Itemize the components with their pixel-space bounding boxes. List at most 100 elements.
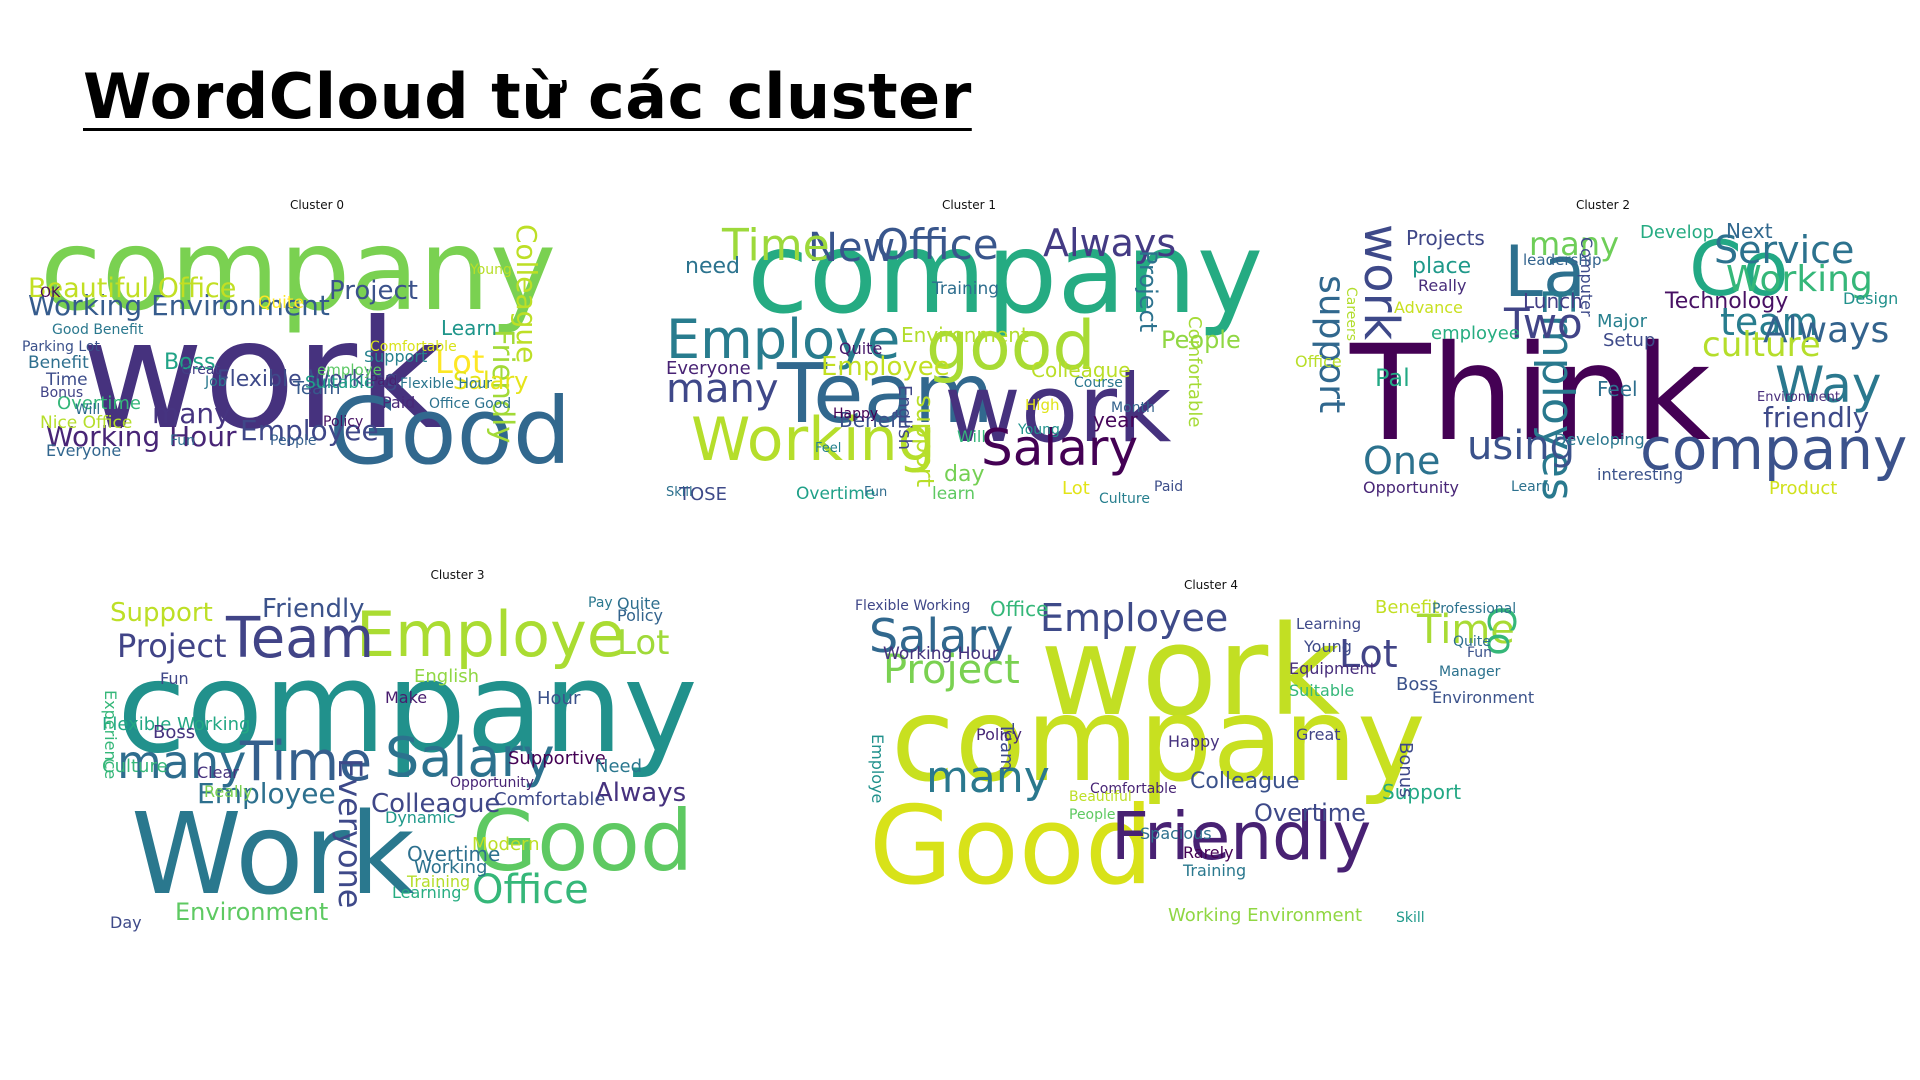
cloud-word: Always bbox=[1043, 221, 1177, 265]
cloud-word: Month bbox=[1111, 400, 1155, 416]
cloud-word: Quite bbox=[617, 594, 661, 613]
cloud-word: Employee bbox=[1040, 596, 1229, 640]
cloud-word: Employe bbox=[356, 598, 625, 671]
cluster-title: Cluster 0 bbox=[289, 198, 345, 212]
cloud-word: Office bbox=[472, 867, 589, 913]
cloud-word: place bbox=[1412, 254, 1472, 279]
cloud-word: Overtime bbox=[796, 484, 876, 504]
cloud-word: Lot bbox=[1339, 632, 1398, 676]
cloud-word: Computer bbox=[1577, 237, 1596, 317]
cloud-word: year bbox=[1093, 408, 1138, 432]
cloud-word: Projects bbox=[1406, 226, 1485, 250]
cloud-word: culture bbox=[1702, 325, 1821, 365]
wordcloud-panel-3: Cluster 3 company Work Good Employe Team Time S… bbox=[95, 568, 820, 960]
cloud-word: Happy bbox=[833, 406, 879, 422]
cloud-word: Support bbox=[364, 347, 428, 366]
cloud-word: Project bbox=[1134, 250, 1162, 333]
cloud-word: Benefit bbox=[839, 408, 911, 432]
cloud-word: Will bbox=[957, 427, 986, 446]
cloud-word: Manager bbox=[1439, 664, 1501, 680]
cloud-word: Colleague bbox=[1031, 358, 1131, 382]
cloud-word: Environment bbox=[1432, 688, 1535, 707]
cloud-word: Office Good bbox=[429, 396, 512, 412]
cloud-word: New bbox=[808, 225, 896, 271]
cloud-word: friendly bbox=[1763, 401, 1870, 434]
cloud-word: Good Benefit bbox=[52, 322, 144, 338]
cloud-word: support bbox=[911, 395, 939, 488]
cloud-word: Next bbox=[1726, 219, 1773, 243]
cloud-word: Working Hour bbox=[883, 644, 999, 664]
wordcloud-panel-1: Cluster 1 company Team work Working Employe go… bbox=[660, 198, 1278, 530]
cloud-word: People bbox=[1069, 807, 1116, 823]
cloud-word: Boss bbox=[164, 350, 216, 375]
cloud-word: Working bbox=[1726, 259, 1873, 300]
cloud-word: Course bbox=[1074, 375, 1123, 391]
cloud-word: Time bbox=[46, 370, 88, 390]
cloud-word: Support bbox=[1382, 780, 1462, 804]
cloud-word: Think bbox=[1350, 317, 1712, 471]
cloud-word: Flexible Hour bbox=[400, 376, 493, 392]
cloud-word: company bbox=[891, 673, 1426, 808]
cloud-word: many bbox=[666, 366, 779, 412]
cloud-word: Feel bbox=[1597, 377, 1638, 401]
cloud-word: Setup bbox=[1603, 330, 1656, 351]
cloud-word: Will bbox=[75, 402, 101, 418]
cloud-word: Salary bbox=[869, 609, 1014, 663]
cloud-word: Suitable bbox=[305, 373, 375, 393]
cloud-word: Learning bbox=[392, 883, 462, 902]
cloud-word: Friendly bbox=[262, 594, 365, 624]
cluster-title: Cluster 3 bbox=[430, 568, 485, 582]
cloud-word: Technology bbox=[1665, 289, 1789, 314]
cloud-word: Fun bbox=[160, 669, 189, 688]
cloud-word: Colleague bbox=[371, 789, 501, 819]
cloud-word: Paid bbox=[1154, 479, 1184, 495]
cloud-word: Comfortable bbox=[1090, 781, 1177, 797]
cloud-word: Comfortable bbox=[494, 789, 606, 810]
cloud-word: Benefit bbox=[28, 353, 89, 373]
cloud-word: Culture bbox=[102, 756, 168, 777]
cloud-word: Lot bbox=[435, 343, 485, 381]
cloud-word: learn bbox=[932, 484, 976, 504]
cloud-word: Careers bbox=[1343, 287, 1359, 342]
cloud-word: Always bbox=[595, 778, 687, 808]
cloud-word: Salary bbox=[453, 367, 529, 395]
cloud-word: Colleague bbox=[1190, 769, 1300, 794]
cloud-word: team bbox=[1720, 300, 1819, 344]
cloud-word: Pay bbox=[588, 595, 613, 611]
cloud-word: Develop bbox=[1640, 222, 1715, 243]
cloud-word: Learn bbox=[441, 316, 497, 340]
cloud-word: Equipment bbox=[1289, 659, 1376, 678]
cloud-word: Happy bbox=[1168, 732, 1220, 751]
cloud-word: Overtime bbox=[1254, 799, 1366, 827]
wordcloud-panel-2: Cluster 2 Think company La Co Service Working W… bbox=[1295, 198, 1911, 530]
cloud-word: Employee bbox=[197, 777, 336, 810]
cloud-word: Spacious bbox=[1140, 824, 1212, 843]
cloud-word: Comfortable bbox=[1184, 316, 1205, 428]
cloud-word: Really bbox=[1418, 276, 1467, 295]
cloud-word: Project bbox=[883, 647, 1020, 693]
cloud-word: La bbox=[1504, 231, 1586, 313]
cloud-word: Flexible Working bbox=[855, 598, 971, 614]
cloud-word: Employee bbox=[821, 352, 950, 382]
cloud-word: Culture bbox=[1099, 491, 1150, 507]
cloud-word: Parking Lot bbox=[22, 339, 100, 355]
cloud-word: Everyone bbox=[331, 758, 369, 909]
cloud-word: English bbox=[414, 666, 479, 687]
cloud-word: Need bbox=[595, 756, 643, 777]
cloud-word: Employee bbox=[240, 414, 379, 447]
cloud-word: Modern bbox=[472, 834, 540, 855]
cloud-word: Salary bbox=[385, 726, 555, 789]
cloud-word: People bbox=[270, 433, 317, 449]
wordcloud-panel-4: Cluster 4 work company Good Friendly Salary Em… bbox=[855, 578, 1567, 962]
cloud-word: Policy bbox=[976, 725, 1023, 744]
cloud-word: good bbox=[926, 307, 1096, 386]
cloud-word: Pal bbox=[1375, 364, 1410, 392]
cluster-title: Cluster 2 bbox=[1575, 198, 1631, 212]
cloud-word: Way bbox=[1775, 356, 1882, 414]
cloud-word: employee bbox=[1431, 323, 1520, 344]
cloud-word: Clear bbox=[197, 763, 239, 782]
cloud-word: TOSE bbox=[679, 484, 727, 505]
cloud-word: Quite bbox=[1453, 634, 1491, 650]
cloud-word: many bbox=[926, 752, 1050, 803]
cloud-word: Service bbox=[1714, 228, 1855, 272]
